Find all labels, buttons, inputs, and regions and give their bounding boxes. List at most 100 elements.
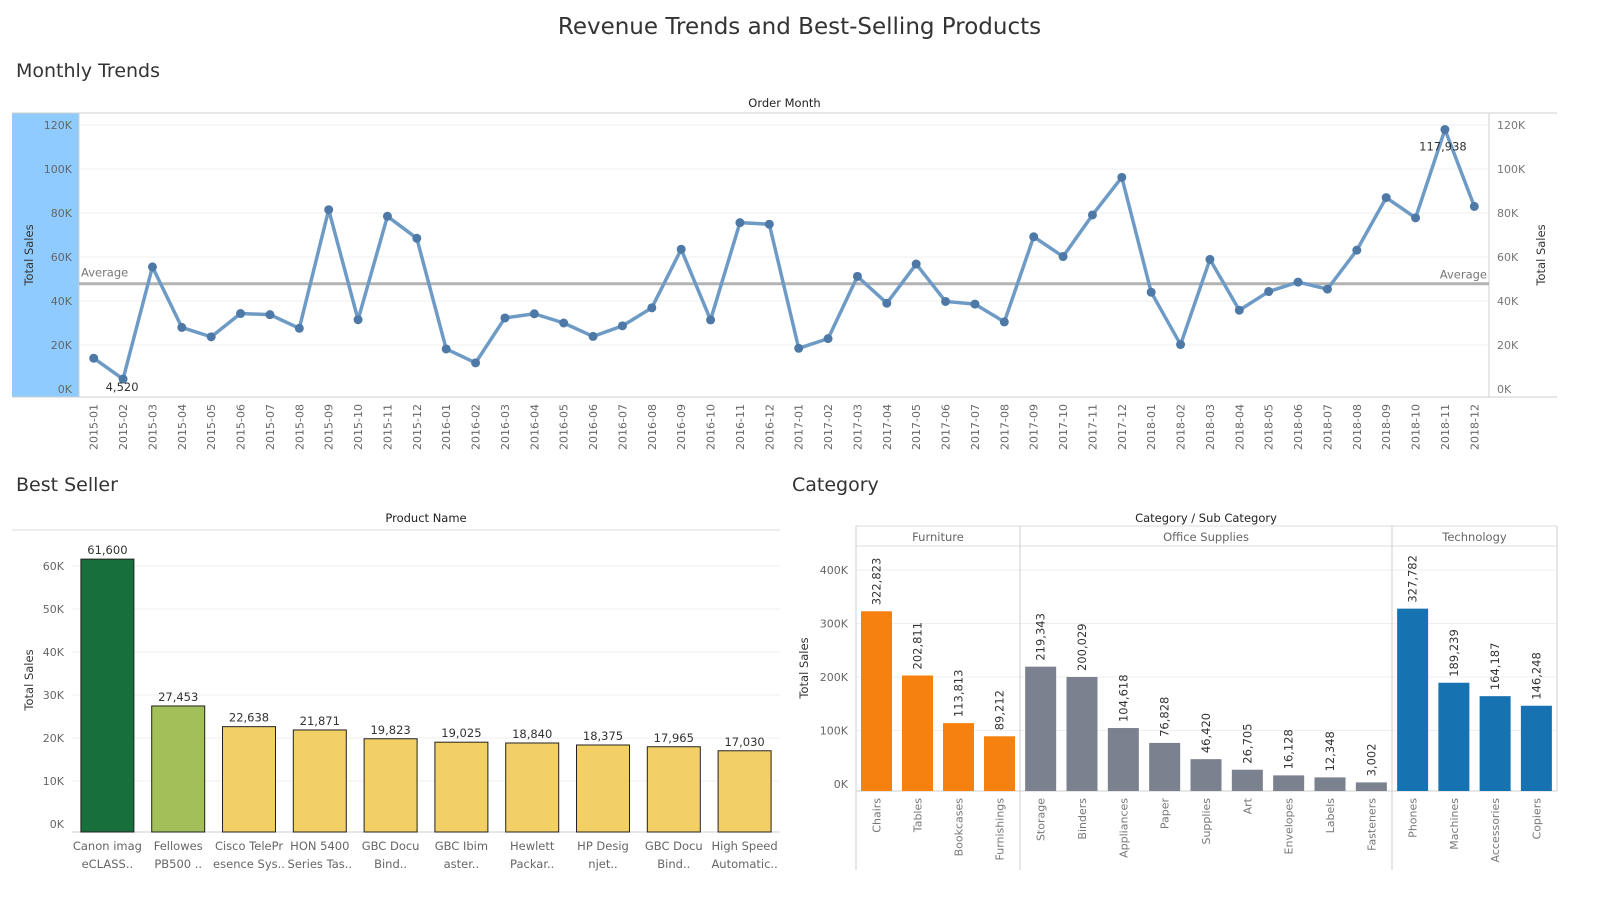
data-point[interactable]: [147, 262, 157, 272]
data-point[interactable]: [1322, 284, 1332, 294]
data-point[interactable]: [177, 322, 187, 332]
bar-value-label: 17,965: [654, 731, 694, 745]
data-point[interactable]: [617, 321, 627, 331]
data-point[interactable]: [1029, 232, 1039, 242]
bar-value-label: 164,187: [1488, 643, 1502, 691]
product-bar[interactable]: [576, 744, 630, 833]
data-point[interactable]: [529, 309, 539, 319]
data-point[interactable]: [1176, 340, 1186, 350]
subcategory-bar[interactable]: [1190, 759, 1222, 791]
data-point[interactable]: [706, 315, 716, 325]
group-header-office-supplies: Office Supplies: [1163, 530, 1249, 544]
subcategory-bar[interactable]: [1438, 682, 1470, 791]
product-name-label: Packar..: [510, 857, 554, 871]
data-point[interactable]: [294, 323, 304, 333]
product-bar[interactable]: [222, 726, 276, 833]
x-tick-label: 2016-11: [734, 404, 747, 450]
product-name-label: GBC Docu: [645, 839, 703, 853]
data-point[interactable]: [118, 374, 128, 384]
data-point[interactable]: [1411, 213, 1421, 223]
section-title-monthly-trends: Monthly Trends: [16, 60, 161, 82]
y-tick-label-left: 120K: [44, 119, 73, 132]
subcategory-bar[interactable]: [1107, 728, 1139, 791]
data-point[interactable]: [382, 211, 392, 221]
x-tick-label: 2018-11: [1439, 404, 1452, 450]
product-bar[interactable]: [505, 742, 560, 833]
data-point[interactable]: [559, 318, 569, 328]
data-point[interactable]: [1117, 172, 1127, 182]
subcategory-bar[interactable]: [1479, 696, 1511, 791]
subcategory-bar[interactable]: [861, 611, 892, 791]
subcategory-label: Tables: [912, 798, 925, 833]
data-point[interactable]: [882, 298, 892, 308]
product-bar[interactable]: [717, 750, 772, 833]
bar-value-label: 46,420: [1199, 713, 1213, 753]
product-bar[interactable]: [80, 558, 135, 833]
product-name-label: HP Desig: [577, 839, 629, 853]
data-point[interactable]: [970, 299, 980, 309]
x-tick-label: 2016-09: [675, 404, 688, 450]
data-point[interactable]: [1352, 245, 1362, 255]
data-point[interactable]: [1234, 305, 1244, 315]
data-point[interactable]: [588, 331, 598, 341]
product-bar[interactable]: [434, 741, 489, 833]
data-point[interactable]: [941, 296, 951, 306]
data-point[interactable]: [823, 334, 833, 344]
subcategory-label: Appliances: [1117, 798, 1130, 858]
subcategory-bar[interactable]: [1231, 769, 1263, 791]
y-tick-label: 10K: [43, 775, 65, 788]
data-point[interactable]: [1146, 287, 1156, 297]
subcategory-bar[interactable]: [902, 675, 933, 791]
product-bar[interactable]: [151, 705, 206, 833]
subcategory-bar[interactable]: [1520, 705, 1552, 791]
data-point[interactable]: [764, 219, 774, 229]
subcategory-bar[interactable]: [1273, 775, 1305, 791]
subcategory-bar[interactable]: [1066, 676, 1098, 791]
data-point[interactable]: [471, 358, 481, 368]
y-tick-label: 300K: [820, 618, 849, 631]
data-point[interactable]: [1205, 254, 1215, 264]
data-point[interactable]: [324, 205, 334, 215]
data-point[interactable]: [1293, 277, 1303, 287]
data-point[interactable]: [1440, 125, 1450, 135]
product-name-label: Fellowes: [154, 839, 203, 853]
x-tick-label: 2016-02: [470, 404, 483, 450]
subcategory-bar[interactable]: [1397, 608, 1429, 791]
data-point[interactable]: [735, 218, 745, 228]
data-point[interactable]: [1264, 287, 1274, 297]
subcategory-bar[interactable]: [943, 723, 974, 791]
subcategory-bar[interactable]: [1149, 742, 1181, 791]
data-point[interactable]: [1469, 201, 1479, 211]
data-point[interactable]: [236, 309, 246, 319]
data-point[interactable]: [852, 271, 862, 281]
data-point[interactable]: [265, 310, 275, 320]
data-point[interactable]: [412, 233, 422, 243]
x-tick-label: 2018-08: [1351, 404, 1364, 450]
data-point[interactable]: [206, 332, 216, 342]
subcategory-bar[interactable]: [1355, 782, 1387, 791]
y-tick-label: 60K: [43, 560, 65, 573]
product-bar[interactable]: [646, 746, 701, 833]
data-point[interactable]: [441, 344, 451, 354]
data-point[interactable]: [1381, 193, 1391, 203]
subcategory-bar[interactable]: [984, 736, 1015, 791]
product-bar[interactable]: [363, 738, 418, 833]
data-point[interactable]: [911, 259, 921, 269]
subcategory-bar[interactable]: [1025, 666, 1057, 791]
data-point[interactable]: [500, 313, 510, 323]
data-point[interactable]: [647, 303, 657, 313]
data-point[interactable]: [999, 317, 1009, 327]
x-tick-label: 2017-12: [1116, 404, 1129, 450]
data-point[interactable]: [794, 343, 804, 353]
data-point[interactable]: [1087, 210, 1097, 220]
data-point[interactable]: [89, 353, 99, 363]
data-point[interactable]: [676, 244, 686, 254]
subcategory-bar[interactable]: [1314, 777, 1346, 791]
data-point[interactable]: [1058, 252, 1068, 262]
subcategory-label: Furnishings: [994, 798, 1007, 861]
data-point[interactable]: [353, 315, 363, 325]
product-bar[interactable]: [292, 729, 347, 833]
